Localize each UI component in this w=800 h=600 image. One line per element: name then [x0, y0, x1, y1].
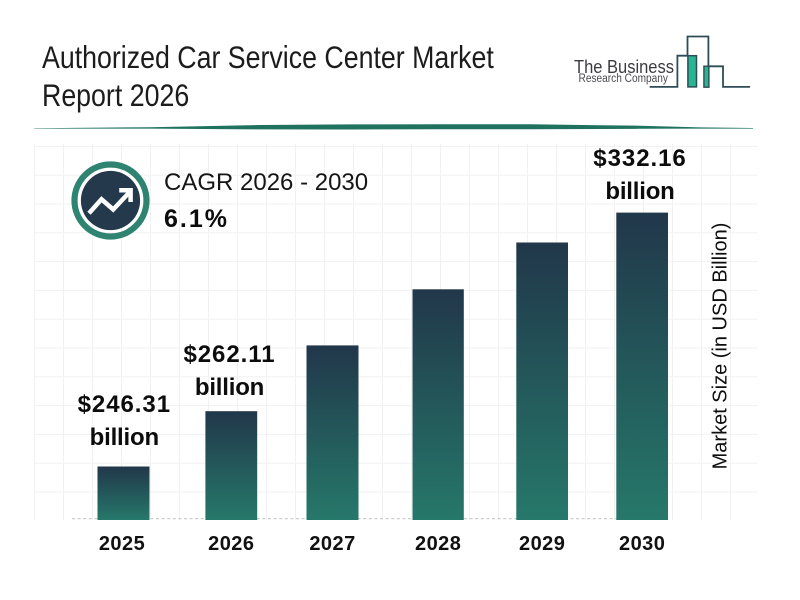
svg-text:The Business: The Business	[574, 57, 674, 77]
svg-text:Research Company: Research Company	[579, 73, 669, 85]
